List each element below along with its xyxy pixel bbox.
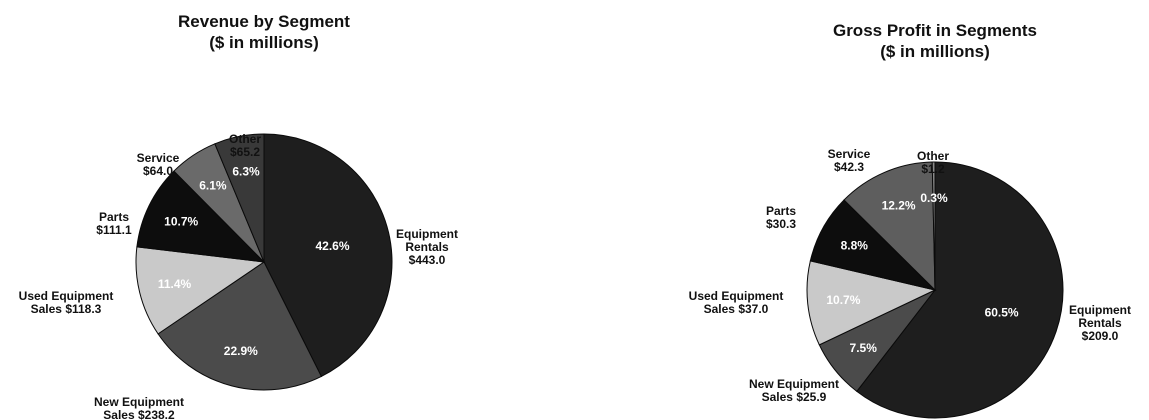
pie-slice [136,170,266,263]
slice-category-label-line: Used Equipment [19,289,114,303]
slice-category-label-line: $64.0 [143,164,173,178]
pie-slice [931,161,936,291]
pie-slice [214,133,265,263]
pie-slice [263,133,393,378]
slice-category-label: Other $65.2 [229,132,261,159]
slice-category-label-line: Sales $37.0 [704,302,769,316]
revenue-chart-subtitle: ($ in millions) [209,33,319,52]
slice-category-label-line: Sales $118.3 [31,302,102,316]
revenue-chart-title: Revenue by Segment [178,12,350,31]
slice-category-label-line: New Equipment [749,377,839,391]
slice-percent-label: 12.2% [882,198,916,212]
slice-category-label-line: Sales $25.9 [762,390,827,404]
slice-category-label-line: Parts [766,204,796,218]
pie-slice [856,161,1064,419]
slice-percent-label: 6.3% [232,165,260,179]
slice-percent-label: 8.8% [841,238,869,252]
gross-profit-pie-labels: 60.5% Equipment Rentals $209.0 7.5% New Equip… [689,147,1131,404]
slice-category-label: New Equipment Sales $238.2 [94,395,184,420]
slice-category-label: Equipment Rentals $209.0 [1069,303,1131,343]
slice-percent-label: 10.7% [164,215,198,229]
slice-category-label-line: $443.0 [409,253,446,267]
gross-profit-pie-slices [806,161,1064,419]
slice-category-label-line: $1.2 [921,162,945,176]
pie-slice [157,261,323,391]
revenue-pie-slices [135,133,393,391]
slice-percent-label: 42.6% [315,239,349,253]
revenue-pie-labels: 42.6% Equipment Rentals $443.0 22.9% New Equi… [19,132,458,420]
slice-category-label-line: Equipment [396,227,458,241]
slice-category-label: Used Equipment Sales $37.0 [689,289,784,316]
pie-slice [843,161,936,292]
slice-category-label: New Equipment Sales $25.9 [749,377,839,404]
pie-slice [135,246,266,335]
slice-category-label: Other $1.2 [917,149,949,176]
slice-percent-label: 7.5% [850,341,878,355]
slice-percent-label: 60.5% [985,306,1019,320]
slice-percent-label: 6.1% [199,178,227,192]
slice-category-label-line: Service [137,151,180,165]
slice-category-label: Service $64.0 [137,151,180,178]
slice-category-label-line: Other [229,132,261,146]
slice-percent-label: 10.7% [826,293,860,307]
slice-category-label-line: Service [828,147,871,161]
slice-category-label-line: Rentals [405,240,449,254]
slice-category-label-line: $42.3 [834,160,864,174]
slice-category-label-line: Parts [99,210,129,224]
slice-category-label: Parts $30.3 [766,204,796,231]
slice-category-label-line: $209.0 [1082,329,1119,343]
slice-percent-label: 11.4% [158,277,192,291]
slice-category-label-line: $65.2 [230,145,260,159]
pie-slice [806,260,937,346]
slice-category-label-line: Other [917,149,949,163]
slice-category-label-line: New Equipment [94,395,184,409]
slice-category-label: Used Equipment Sales $118.3 [19,289,114,316]
gross-profit-chart-title: Gross Profit in Segments [833,21,1037,40]
slice-category-label-line: $111.1 [96,223,132,237]
gross-profit-chart-subtitle: ($ in millions) [880,42,990,61]
slice-percent-label: 0.3% [920,191,948,205]
gross-profit-pie-chart: Gross Profit in Segments ($ in millions)… [689,21,1131,419]
slice-category-label-line: Rentals [1078,316,1122,330]
slice-category-label-line: Used Equipment [689,289,784,303]
slice-category-label-line: $30.3 [766,217,796,231]
slice-category-label-line: Sales $238.2 [103,408,175,420]
slice-category-label: Equipment Rentals $443.0 [396,227,458,267]
slice-category-label: Service $42.3 [828,147,871,174]
revenue-pie-chart: Revenue by Segment ($ in millions) 42.6%… [19,12,458,420]
slice-category-label-line: Equipment [1069,303,1131,317]
slice-percent-label: 22.9% [224,344,258,358]
slice-category-label: Parts $111.1 [96,210,132,237]
